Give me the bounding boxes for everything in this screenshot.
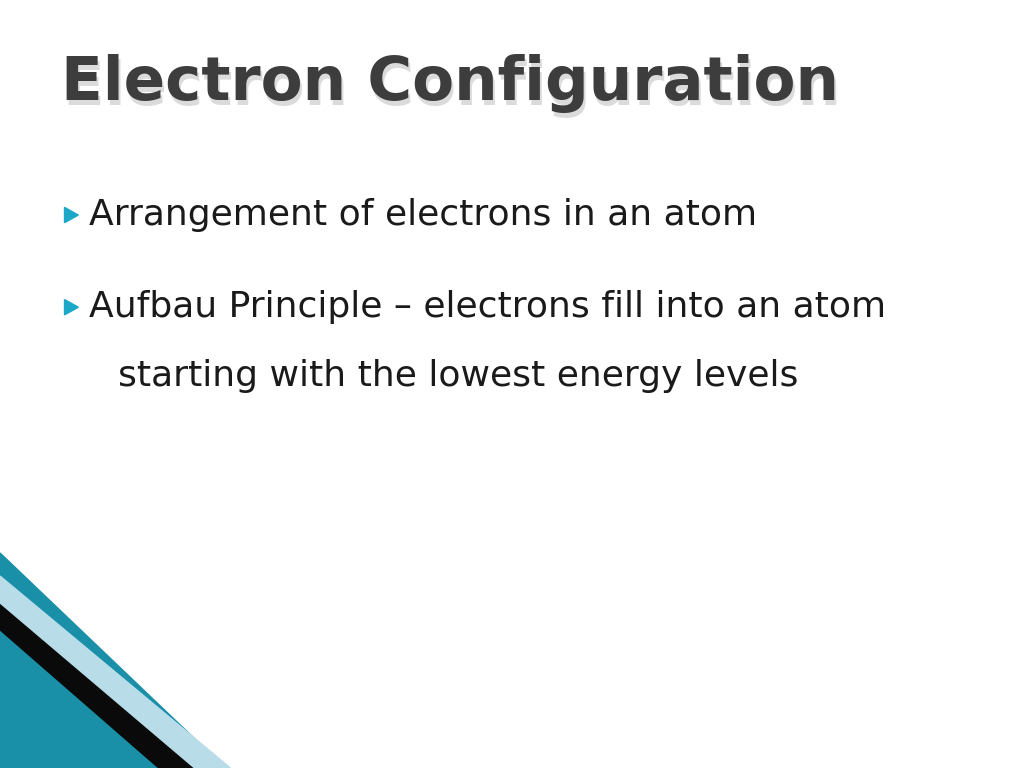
Polygon shape bbox=[0, 576, 230, 768]
Text: Electron Configuration: Electron Configuration bbox=[63, 59, 841, 118]
Polygon shape bbox=[0, 603, 195, 768]
Text: starting with the lowest energy levels: starting with the lowest energy levels bbox=[118, 359, 798, 393]
Text: Arrangement of electrons in an atom: Arrangement of electrons in an atom bbox=[89, 198, 757, 232]
Polygon shape bbox=[65, 207, 78, 223]
Text: Aufbau Principle – electrons fill into an atom: Aufbau Principle – electrons fill into a… bbox=[89, 290, 886, 324]
Text: Electron Configuration: Electron Configuration bbox=[61, 54, 840, 113]
Polygon shape bbox=[65, 300, 78, 315]
Polygon shape bbox=[0, 553, 225, 768]
